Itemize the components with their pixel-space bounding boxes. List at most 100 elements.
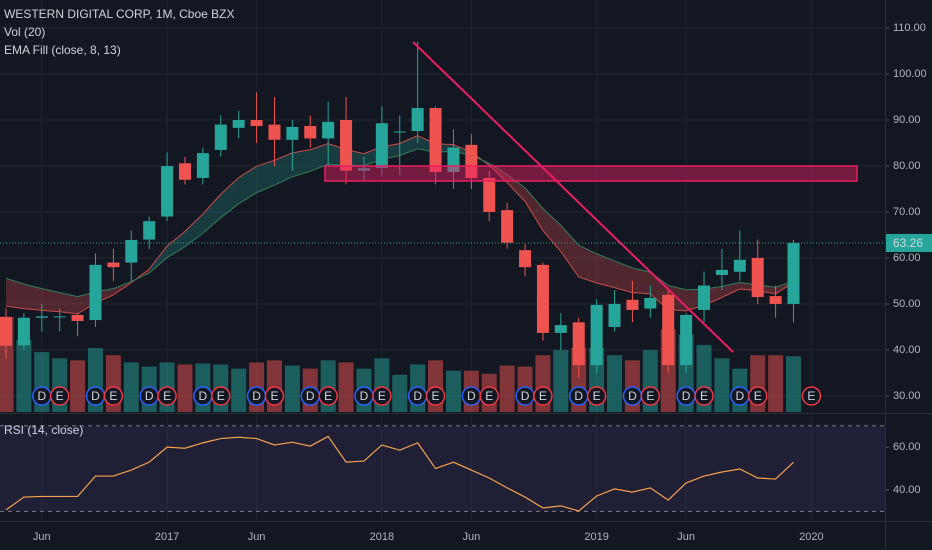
event-label: E	[485, 389, 493, 403]
volume-bar	[16, 339, 32, 412]
event-label: D	[145, 389, 154, 403]
candle-body	[465, 144, 478, 178]
volume-bar	[499, 365, 515, 412]
x-tick-label: 2020	[799, 531, 823, 543]
candle-body	[769, 296, 782, 304]
ema-layer	[5, 135, 794, 315]
event-marker	[747, 386, 768, 406]
event-label: E	[217, 389, 225, 403]
volume-bar	[445, 370, 461, 412]
event-marker	[264, 386, 285, 406]
event-label: E	[324, 389, 332, 403]
event-marker	[640, 386, 661, 406]
candle-body	[304, 125, 317, 139]
candle-body	[214, 124, 227, 150]
candle-body	[411, 108, 424, 132]
candle-body	[286, 126, 299, 140]
event-marker	[533, 386, 553, 406]
ema-fill	[721, 282, 740, 298]
candle-body	[501, 210, 514, 243]
candle-body	[17, 317, 30, 346]
y-tick-label: 70.00	[893, 206, 921, 218]
y-tick-label: 60.00	[893, 252, 921, 264]
candle-body	[733, 259, 746, 272]
volume-bar	[123, 362, 139, 412]
y-tick-label: 50.00	[893, 298, 921, 310]
ema-fill	[184, 214, 203, 247]
x-tick-label: 2017	[155, 531, 179, 543]
event-marker	[211, 386, 231, 406]
event-label: D	[252, 389, 261, 403]
last-price-box	[886, 233, 932, 252]
event-label: D	[735, 389, 744, 403]
last-price-label: 63.26	[893, 236, 923, 250]
ema-fill	[202, 194, 221, 234]
y-tick-label: 60.00	[893, 441, 921, 453]
rsi-title: RSI (14, close)	[4, 423, 83, 437]
candle-body	[357, 168, 370, 171]
ema-fill	[310, 143, 329, 172]
event-label: E	[56, 389, 64, 403]
event-label: E	[378, 389, 386, 403]
ema-fill	[59, 292, 78, 314]
y-tick-label: 110.00	[893, 22, 926, 34]
event-label: D	[199, 389, 208, 403]
candle-body	[751, 257, 764, 298]
event-label: E	[163, 389, 171, 403]
ema-fill	[632, 267, 651, 294]
event-label: E	[807, 389, 815, 403]
candle-body	[161, 165, 174, 217]
candle-body	[519, 250, 532, 268]
candle-body	[178, 163, 191, 180]
zone-rectangle	[324, 165, 858, 182]
candle-body	[590, 304, 603, 366]
event-label: D	[37, 389, 46, 403]
candle-body	[250, 120, 263, 126]
event-label: E	[754, 389, 762, 403]
x-tick-label: 2018	[370, 531, 394, 543]
event-label: D	[628, 389, 637, 403]
rsi-band-fill	[0, 425, 885, 512]
volume-bar	[786, 356, 802, 412]
volume-bar	[231, 368, 247, 412]
event-label: E	[646, 389, 654, 403]
event-label: D	[682, 389, 691, 403]
x-tick-label: Jun	[677, 531, 695, 543]
axis-layer: 110.00 100.00 90.00 80.00 70.00 60.00 50.00 40.…	[0, 22, 932, 543]
event-label: D	[413, 389, 422, 403]
event-label: D	[360, 389, 369, 403]
candle-body	[196, 153, 209, 178]
ema-fill	[220, 177, 239, 218]
candle-body	[322, 121, 335, 139]
volume-bar	[607, 355, 623, 412]
candle-body	[608, 303, 621, 327]
event-label: D	[467, 389, 476, 403]
event-marker	[479, 386, 499, 406]
y-tick-label: 30.00	[893, 390, 921, 402]
event-label: E	[270, 389, 278, 403]
y-tick-label: 80.00	[893, 160, 921, 172]
y-tick-label: 40.00	[893, 484, 921, 496]
ema-fill	[292, 149, 311, 177]
rsi-layer	[0, 425, 885, 512]
volume-bar	[70, 360, 86, 412]
event-label: D	[91, 389, 100, 403]
event-marker	[157, 386, 177, 406]
candle-layer	[0, 41, 800, 378]
volume-bar	[177, 364, 193, 412]
event-label: D	[521, 389, 530, 403]
event-marker	[49, 386, 70, 406]
candle-body	[143, 221, 156, 240]
candle-body	[662, 294, 675, 366]
candle-body	[0, 316, 12, 346]
ema-fill	[256, 160, 275, 193]
volume-bar	[553, 350, 569, 412]
event-label: E	[539, 389, 547, 403]
event-marker	[586, 386, 607, 406]
ema-fill	[23, 283, 42, 311]
ema-fill	[5, 278, 24, 309]
ema-fill	[274, 152, 293, 186]
